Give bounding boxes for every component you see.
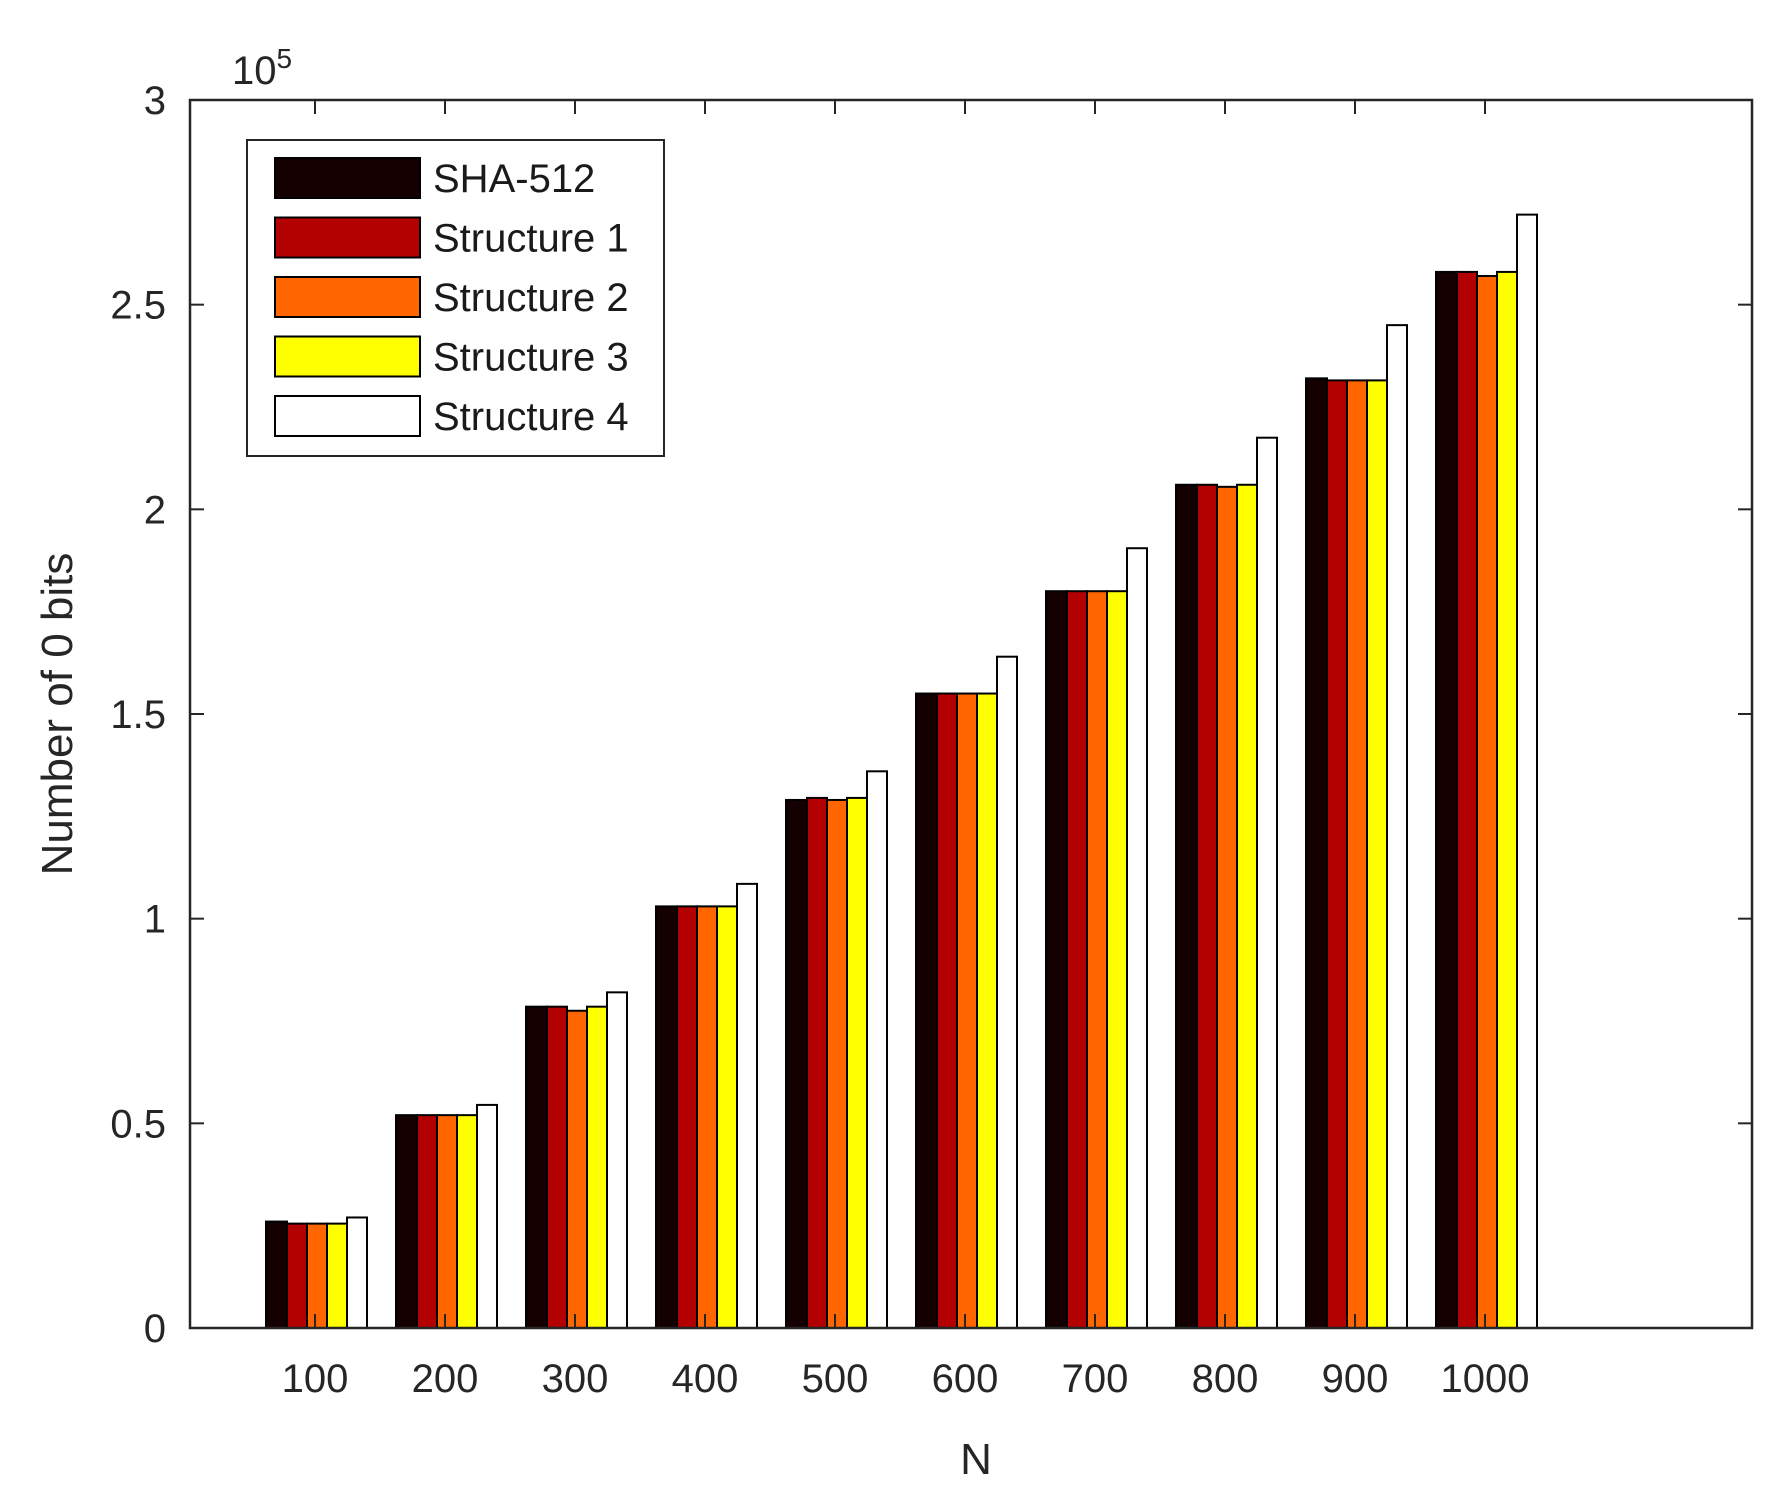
bar-structure-2-100 — [306, 1222, 328, 1329]
x-tick-label-700: 700 — [1062, 1357, 1129, 1401]
bar-structure-2-700 — [1086, 590, 1108, 1329]
legend-items: SHA-512 Structure 1 Structure 2 Structure 3… — [274, 157, 629, 439]
y-axis-exponent: 105 — [232, 43, 292, 93]
legend-label-structure-4: Structure 4 — [433, 395, 629, 439]
bar-structure-2-600 — [956, 692, 978, 1329]
x-tick-label-1000: 1000 — [1441, 1357, 1530, 1401]
bar-structure-2-900 — [1346, 379, 1368, 1330]
bar-structure-1-1000 — [1456, 270, 1478, 1329]
y-tick-label-2: 1 — [144, 898, 166, 942]
bar-structure-1-600 — [936, 692, 958, 1329]
legend-label-structure-3: Structure 3 — [433, 336, 629, 380]
y-axis-title: Number of 0 bits — [33, 553, 82, 876]
bar-structure-3-1000 — [1496, 270, 1518, 1329]
bar-sha-512-200 — [395, 1114, 418, 1329]
legend-swatch-sha-512 — [274, 157, 421, 199]
bar-structure-3-400 — [716, 905, 738, 1329]
bar-sha-512-300 — [525, 1005, 548, 1329]
bar-structure-1-500 — [806, 796, 828, 1329]
bar-sha-512-100 — [265, 1220, 288, 1330]
bar-structure-1-900 — [1326, 379, 1348, 1330]
bar-structure-4-200 — [476, 1103, 498, 1329]
legend: SHA-512 Structure 1 Structure 2 Structure 3… — [246, 139, 665, 457]
y-tick-labels: 0 0.5 1 1.5 2 2.5 3 — [110, 79, 166, 1351]
bar-structure-4-700 — [1126, 547, 1148, 1329]
x-tick-label-900: 900 — [1322, 1357, 1389, 1401]
bar-structure-3-700 — [1106, 590, 1128, 1329]
bar-sha-512-1000 — [1435, 270, 1458, 1329]
bar-structure-1-400 — [676, 905, 698, 1329]
legend-swatch-structure-1 — [274, 216, 421, 259]
x-tick-label-400: 400 — [672, 1357, 739, 1401]
bar-sha-512-600 — [915, 692, 938, 1329]
y-tick-label-4: 2 — [144, 488, 166, 532]
y-tick-label-0: 0 — [144, 1307, 166, 1351]
bar-sha-512-500 — [785, 798, 808, 1329]
bar-structure-2-500 — [826, 798, 848, 1329]
y-tick-label-3: 1.5 — [110, 693, 166, 737]
bar-structure-2-400 — [696, 905, 718, 1329]
bar-sha-512-800 — [1175, 483, 1198, 1330]
x-tick-label-800: 800 — [1192, 1357, 1259, 1401]
bar-structure-3-100 — [326, 1222, 348, 1329]
x-tick-label-300: 300 — [542, 1357, 609, 1401]
plot-frame — [188, 98, 1754, 1330]
bar-sha-512-900 — [1305, 377, 1328, 1329]
bar-sha-512-400 — [655, 905, 678, 1329]
x-tick-label-600: 600 — [932, 1357, 999, 1401]
x-tick-label-100: 100 — [282, 1357, 349, 1401]
bar-structure-1-700 — [1066, 590, 1088, 1329]
x-axis-title: N — [960, 1435, 992, 1484]
bar-structure-4-400 — [736, 882, 758, 1330]
legend-label-structure-1: Structure 1 — [433, 217, 629, 261]
bar-structure-4-800 — [1256, 436, 1278, 1329]
bar-structure-1-200 — [416, 1114, 438, 1329]
bar-structure-4-300 — [606, 991, 628, 1329]
bar-structure-2-800 — [1216, 485, 1238, 1329]
y-tick-label-1: 0.5 — [110, 1102, 166, 1146]
y-tick-label-6: 3 — [144, 79, 166, 123]
legend-label-structure-2: Structure 2 — [433, 276, 629, 320]
bar-structure-2-1000 — [1476, 275, 1498, 1330]
y-exponent-power: 5 — [277, 43, 293, 74]
legend-swatch-structure-3 — [274, 335, 421, 378]
bar-structure-1-300 — [546, 1005, 568, 1329]
bar-structure-2-300 — [566, 1009, 588, 1329]
x-tick-label-500: 500 — [802, 1357, 869, 1401]
y-tick-label-5: 2.5 — [110, 284, 166, 328]
x-tick-labels: 100 200 300 400 500 600 700 800 900 1000 — [282, 1357, 1530, 1401]
x-tick-label-200: 200 — [412, 1357, 479, 1401]
bar-structure-3-200 — [456, 1114, 478, 1329]
bar-structure-4-600 — [996, 655, 1018, 1329]
legend-swatch-structure-4 — [274, 395, 421, 437]
bar-structure-3-800 — [1236, 483, 1258, 1330]
bar-structure-3-300 — [586, 1005, 608, 1329]
bar-structure-2-200 — [436, 1114, 458, 1329]
bar-structure-4-100 — [346, 1216, 368, 1329]
legend-swatch-structure-2 — [274, 276, 421, 318]
bar-structure-3-500 — [846, 796, 868, 1329]
bar-sha-512-700 — [1045, 590, 1068, 1329]
bar-structure-4-500 — [866, 770, 888, 1329]
bar-structure-1-800 — [1196, 483, 1218, 1330]
bar-structure-3-900 — [1366, 379, 1388, 1330]
bar-structure-3-600 — [976, 692, 998, 1329]
y-exponent-base: 10 — [232, 49, 277, 93]
bar-structure-4-1000 — [1516, 213, 1538, 1330]
legend-label-sha-512: SHA-512 — [433, 157, 595, 201]
bar-structure-1-100 — [286, 1222, 308, 1329]
ticks-layer — [190, 99, 1752, 1329]
bar-structure-4-900 — [1386, 324, 1408, 1329]
